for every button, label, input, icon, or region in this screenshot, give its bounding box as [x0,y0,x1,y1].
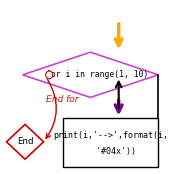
Text: End: End [17,137,33,146]
Circle shape [46,71,53,79]
Text: print(i,'-->',format(i,: print(i,'-->',format(i, [53,131,168,140]
Text: End for: End for [46,95,78,104]
Text: '#04x')): '#04x')) [86,147,136,156]
Text: for i in range(1, 10): for i in range(1, 10) [46,70,148,79]
Polygon shape [23,52,158,97]
Polygon shape [7,124,44,159]
FancyArrowPatch shape [46,79,56,138]
Bar [63,118,158,167]
